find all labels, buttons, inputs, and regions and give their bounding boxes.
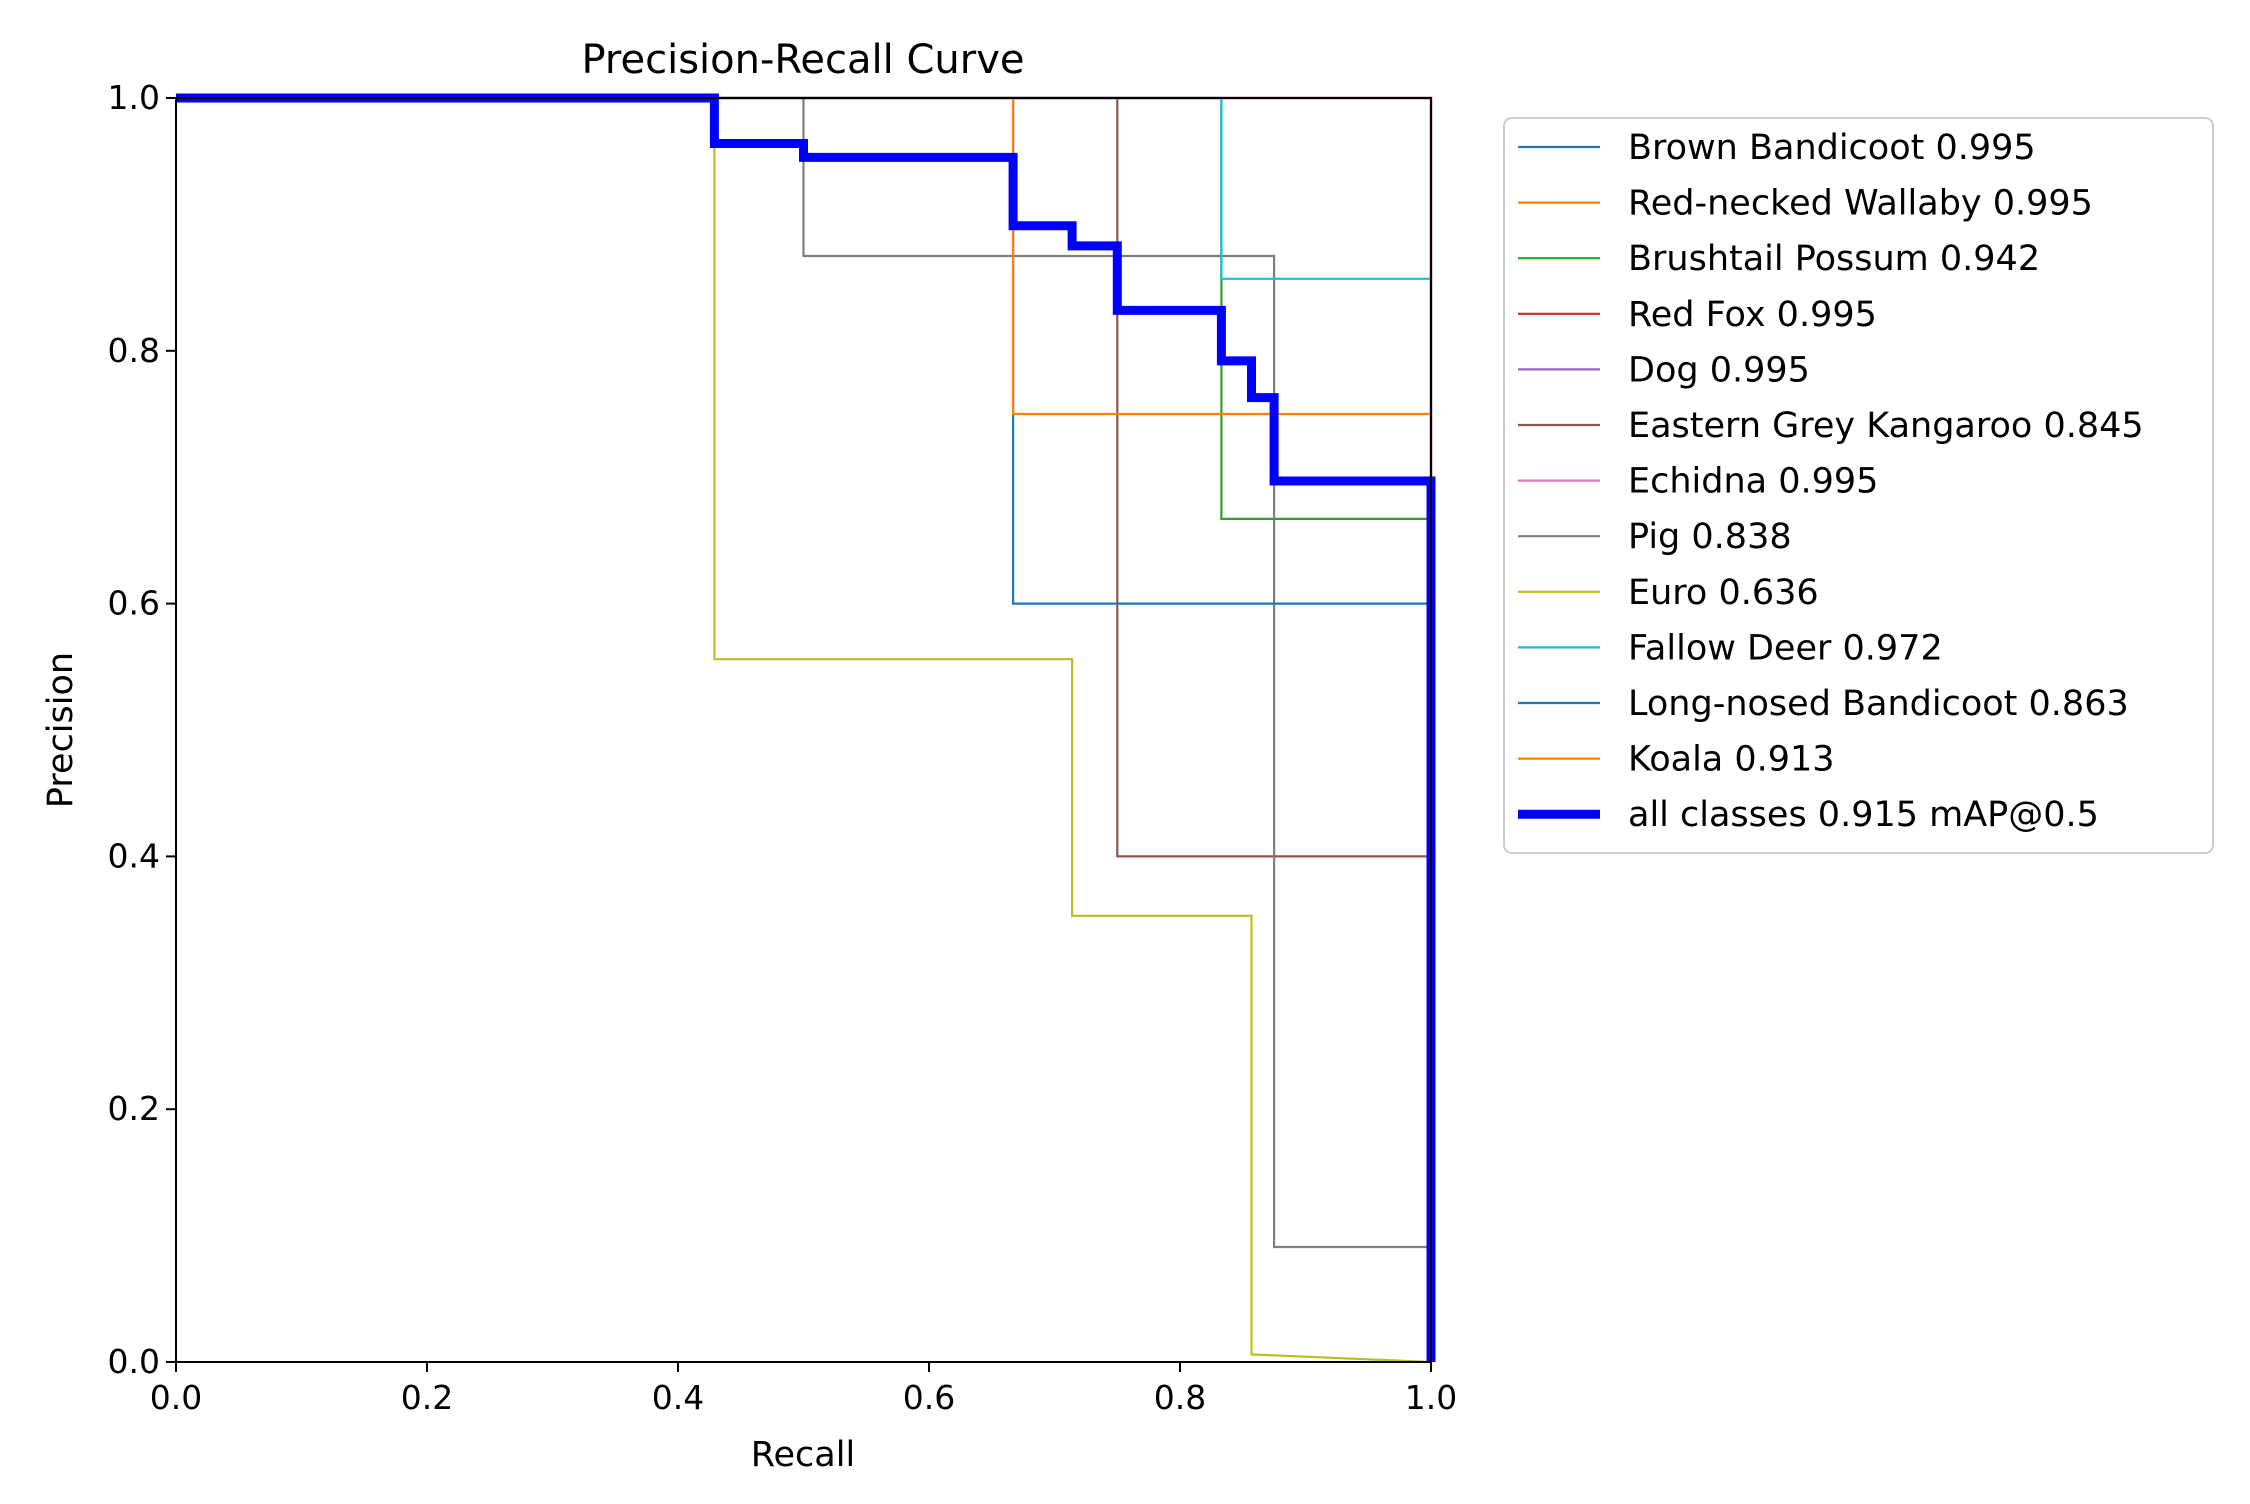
legend-label: Red Fox 0.995 (1628, 295, 1877, 335)
x-tick-label: 0.2 (401, 1378, 453, 1417)
legend-label: Eastern Grey Kangaroo 0.845 (1628, 406, 2144, 446)
series-line-4 (176, 96, 1433, 1362)
y-tick-label: 0.0 (108, 1342, 160, 1381)
legend-label: Echidna 0.995 (1628, 462, 1878, 502)
series-line-8 (176, 96, 1432, 1364)
legend-label: Dog 0.995 (1628, 350, 1810, 390)
legend-label: Pig 0.838 (1628, 517, 1792, 557)
x-tick-label: 1.0 (1405, 1378, 1457, 1417)
y-axis-label: Precision (41, 652, 81, 808)
y-tick-label: 1.0 (108, 78, 160, 117)
series-line-10 (176, 96, 1433, 1362)
x-tick-label: 0.4 (652, 1378, 704, 1417)
series-line-1 (176, 96, 1433, 1362)
legend-label: all classes 0.915 mAP@0.5 (1628, 795, 2099, 835)
y-tick-label: 0.8 (108, 331, 160, 370)
legend-box (1503, 117, 2214, 854)
x-tick-label: 0.6 (903, 1378, 955, 1417)
series-line-7 (176, 96, 1433, 1362)
legend-label: Long-nosed Bandicoot 0.863 (1628, 684, 2129, 724)
legend-label: Brushtail Possum 0.942 (1628, 239, 2040, 279)
series-line-11 (176, 96, 1433, 1362)
legend-label: Red-necked Wallaby 0.995 (1628, 184, 2093, 224)
x-tick-label: 0.0 (150, 1378, 202, 1417)
legend-items: Brown Bandicoot 0.995 Red-necked Wallaby … (1518, 128, 2144, 835)
x-axis: 0.0 0.2 0.4 0.6 0.8 1.0 (150, 1362, 1457, 1417)
legend-label: Fallow Deer 0.972 (1628, 628, 1943, 668)
series-line-5 (176, 96, 1433, 1362)
legend: Brown Bandicoot 0.995 Red-necked Wallaby … (1503, 117, 2214, 854)
x-tick-label: 0.8 (1154, 1378, 1206, 1417)
y-tick-label: 0.4 (108, 836, 160, 875)
series-line-9 (176, 96, 1433, 1362)
legend-label: Brown Bandicoot 0.995 (1628, 128, 2036, 168)
series-line-0 (176, 96, 1433, 1362)
legend-label: Euro 0.636 (1628, 573, 1819, 613)
plot-frame (175, 97, 1432, 1363)
y-tick-label: 0.6 (108, 584, 160, 623)
y-tick-label: 0.2 (108, 1089, 160, 1128)
y-axis: 0.0 0.2 0.4 0.6 0.8 1.0 (108, 78, 176, 1381)
chart-title: Precision-Recall Curve (582, 37, 1025, 83)
x-axis-label: Recall (751, 1435, 855, 1475)
series-line-2 (176, 96, 1433, 1362)
legend-label: Koala 0.913 (1628, 740, 1835, 780)
series-line-6 (176, 96, 1433, 1362)
series-line-12 (176, 93, 1436, 1362)
series-layer (176, 93, 1436, 1364)
series-line-3 (176, 96, 1433, 1362)
